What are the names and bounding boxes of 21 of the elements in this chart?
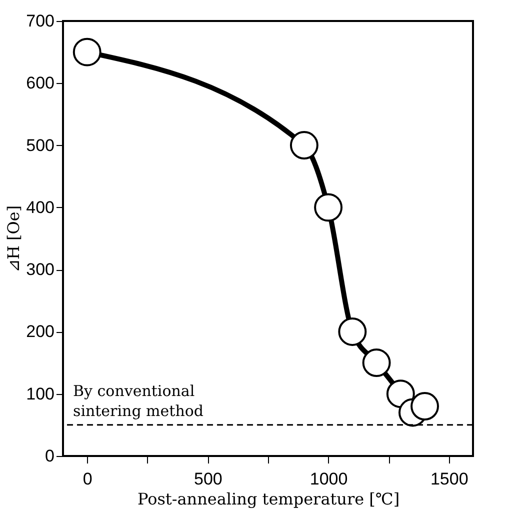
y-tick-label: 300 [26, 260, 54, 280]
x-tick-label: 1000 [310, 470, 348, 488]
x-tick-label: 500 [194, 470, 222, 488]
y-tick-label: 100 [26, 384, 54, 404]
y-axis-title: ⊿H [Oe] [4, 205, 24, 273]
y-tick-label: 500 [26, 136, 54, 155]
point [338, 318, 367, 346]
x-axis-title: Post-annealing temperature [℃] [137, 490, 400, 508]
point [362, 348, 391, 377]
y-tick-label: 0 [45, 446, 54, 466]
y-tick-label: 700 [26, 12, 54, 30]
point [72, 38, 102, 66]
point [314, 193, 343, 222]
ref-line-label: By conventional sintering method [73, 382, 204, 420]
point [410, 392, 439, 420]
x-tick-label: 1500 [430, 470, 468, 488]
y-tick-label: 200 [26, 322, 54, 342]
y-tick-label: 400 [26, 198, 54, 217]
point [290, 131, 318, 160]
y-tick-label: 600 [26, 74, 54, 93]
x-tick-label: 0 [82, 470, 92, 488]
